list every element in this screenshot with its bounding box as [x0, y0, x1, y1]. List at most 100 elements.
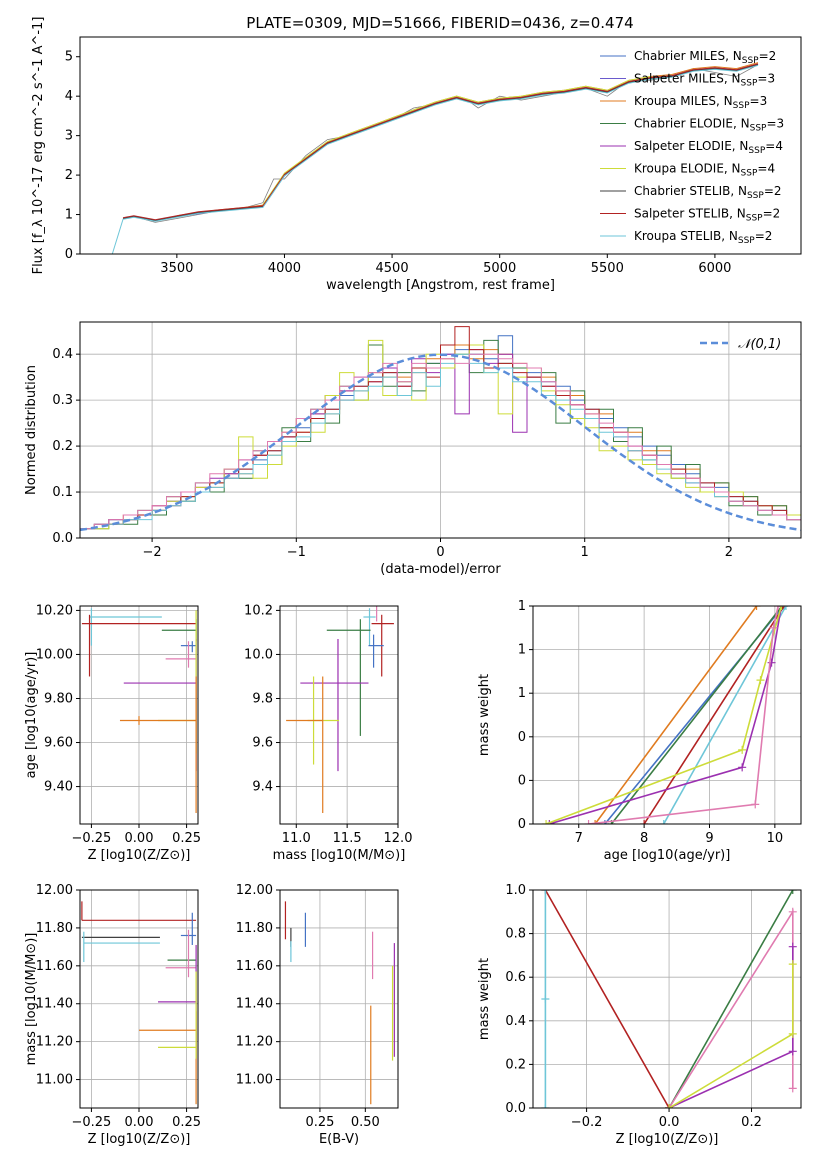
y-tick-label: 11.60: [36, 959, 73, 974]
x-tick-label: 11.0: [282, 831, 311, 846]
y-tick-label: 0: [518, 730, 526, 745]
y-tick-label: 5: [65, 50, 73, 65]
series-line: [668, 964, 794, 1108]
data-marker: [774, 606, 783, 610]
legend-subscript: SSP: [750, 124, 767, 134]
figure-title: PLATE=0309, MJD=51666, FIBERID=0436, z=0…: [246, 14, 633, 32]
x-tick-label: 1: [581, 545, 589, 560]
legend-label: Chabrier STELIB, NSSP=2: [634, 184, 782, 201]
plot-area: [542, 606, 790, 824]
series-line: [594, 606, 758, 824]
axes-frame: [79, 36, 802, 255]
axes-frame: [279, 605, 399, 825]
data-marker: [756, 676, 765, 685]
data-marker: [738, 745, 747, 754]
y-tick-label: 4: [65, 89, 73, 104]
x-axis-label: (data-model)/error: [380, 562, 501, 577]
data-marker: [788, 1047, 797, 1056]
data-marker: [659, 820, 668, 824]
x-tick-label: −2: [143, 545, 162, 560]
legend: 𝒩(0,1): [700, 337, 781, 352]
legend-value: =4: [765, 139, 783, 153]
x-axis-label: Z [log10(Z/Z⊙)]: [88, 848, 191, 863]
legend-subscript: SSP: [738, 236, 755, 246]
x-tick-label: 10: [767, 831, 784, 846]
y-tick-label: 0: [65, 247, 73, 262]
panel-massweight_vs_Z: −0.2 0.0 0.2 0.0 0.2 0.4 0.6 0.8 1.0 Z [log10(Z/Z…: [477, 883, 802, 1147]
x-tick-label: 0.25: [172, 831, 201, 846]
series-line: [262, 76, 651, 205]
data-marker: [541, 1104, 550, 1108]
legend-value: =2: [759, 49, 777, 63]
x-axis-label: Z [log10(Z/Z⊙)]: [616, 1132, 719, 1147]
series-line: [111, 64, 759, 254]
data-marker: [584, 820, 593, 824]
y-tick-label: 1: [518, 686, 526, 701]
x-tick-label: 5000: [483, 261, 516, 276]
y-tick-label: 11.80: [236, 921, 273, 936]
x-tick-label: 4000: [268, 261, 301, 276]
y-tick-label: 9.60: [44, 736, 73, 751]
series-line: [122, 63, 759, 221]
legend-subscript: SSP: [747, 191, 764, 201]
axes-frame: [79, 889, 199, 1109]
panel-spectrum: 3500 4000 4500 5000 5500 6000 0 1 2 3 4 5 wavelength…: [31, 17, 802, 293]
series-line: [544, 890, 670, 1108]
y-tick-label: 0.2: [52, 439, 73, 454]
y-tick-label: 10.0: [244, 647, 273, 662]
y-tick-label: 0.8: [505, 927, 526, 942]
legend-label: Kroupa ELODIE, NSSP=4: [634, 162, 775, 179]
y-axis-label: Normed distribution: [24, 365, 39, 495]
x-tick-label: 6000: [698, 261, 731, 276]
legend-subscript: SSP: [741, 79, 758, 89]
data-marker: [767, 658, 776, 667]
axes-frame: [279, 889, 399, 1109]
y-tick-label: 3: [65, 129, 73, 144]
x-tick-label: 4500: [376, 261, 409, 276]
y-tick-label: 0.4: [52, 347, 73, 362]
x-tick-label: 9: [705, 831, 713, 846]
data-marker: [777, 606, 786, 610]
y-tick-label: 0.0: [505, 1101, 526, 1116]
y-axis-label: age [log10(age/yr)]: [24, 652, 39, 779]
panel-massweight_vs_age: 7 8 9 10 0 0 0 1 1 1 age [log10(age/yr)] mass weigh…: [477, 599, 802, 863]
series-line: [545, 606, 783, 824]
data-marker: [781, 606, 790, 610]
data-marker: [541, 890, 550, 894]
x-axis-label: wavelength [Angstrom, rest frame]: [326, 278, 555, 293]
y-tick-label: 11.20: [236, 1035, 273, 1050]
x-axis-label: Z [log10(Z/Z⊙)]: [88, 1132, 191, 1147]
y-tick-label: 10.00: [36, 647, 73, 662]
x-axis-label: age [log10(age/yr)]: [604, 848, 731, 863]
data-marker: [788, 1029, 797, 1038]
legend-label: Chabrier MILES, NSSP=2: [634, 49, 776, 66]
panel-mass_vs_EBV: 0.25 0.50 11.00 11.20 11.40 11.60 11.80 12.00 E(…: [236, 883, 399, 1147]
y-tick-label: 1.0: [505, 883, 526, 898]
panel-age_vs_Z: −0.25 0.00 0.25 9.40 9.60 9.80 10.00 10.20 Z [lo…: [24, 603, 201, 863]
data-marker: [542, 820, 551, 824]
y-tick-label: 11.80: [36, 921, 73, 936]
legend-label: 𝒩(0,1): [738, 337, 781, 352]
data-marker: [665, 1104, 674, 1108]
y-tick-label: 11.40: [36, 997, 73, 1012]
plot-area: [81, 901, 197, 1105]
y-tick-label: 12.00: [236, 883, 273, 898]
legend-value: =4: [757, 162, 775, 176]
plot-area: [81, 608, 197, 813]
legend-label: Salpeter ELODIE, NSSP=4: [634, 139, 783, 156]
y-tick-label: 9.6: [252, 736, 273, 751]
legend-value: =3: [757, 72, 775, 86]
plot-area: [541, 890, 797, 1108]
series-line: [588, 606, 779, 824]
y-axis-label: mass weight: [477, 958, 492, 1040]
legend-value: =2: [763, 207, 781, 221]
x-tick-label: 0.00: [125, 831, 154, 846]
x-tick-label: 11.5: [333, 831, 362, 846]
series-line: [663, 606, 787, 824]
y-tick-label: 9.8: [252, 691, 273, 706]
panel-age_vs_mass: 11.0 11.5 12.0 9.4 9.6 9.8 10.0 10.2 mass [log10…: [244, 603, 412, 863]
panel-residuals: −2 −1 0 1 2 0.0 0.1 0.2 0.3 0.4 (data-model)/error…: [24, 321, 802, 577]
panel-mass_vs_Z: −0.25 0.00 0.25 11.00 11.20 11.40 11.60 11.80 12…: [24, 883, 201, 1147]
y-tick-label: 11.00: [36, 1073, 73, 1088]
legend-value: =2: [755, 229, 773, 243]
